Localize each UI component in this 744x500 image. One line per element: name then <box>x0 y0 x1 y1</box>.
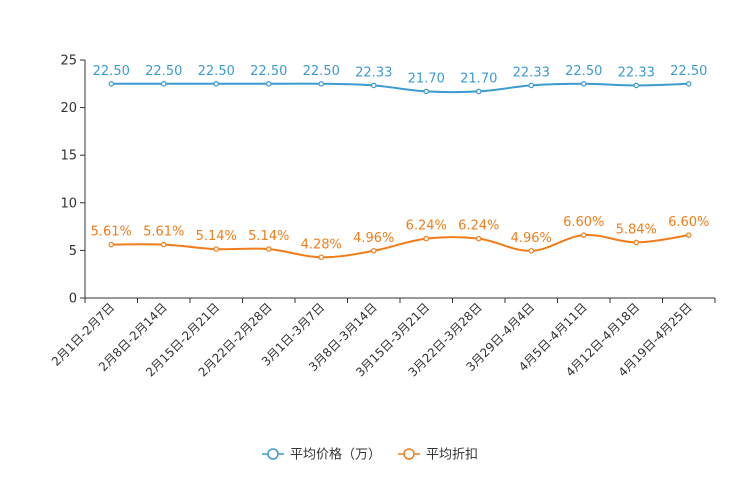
data-point <box>685 81 692 87</box>
data-label: 6.24% <box>406 219 447 234</box>
data-label: 4.96% <box>511 231 552 246</box>
data-point <box>265 81 272 87</box>
data-label: 21.70 <box>408 71 445 86</box>
legend-item-2[interactable]: 平均折扣 <box>398 448 478 463</box>
data-label: 22.50 <box>93 64 130 79</box>
data-label: 5.61% <box>91 225 132 240</box>
data-point <box>528 82 535 89</box>
data-label: 22.33 <box>618 65 655 80</box>
data-point <box>213 81 220 87</box>
data-label: 6.24% <box>458 219 499 234</box>
y-tick-label: 25 <box>60 54 77 69</box>
data-point <box>423 88 430 95</box>
data-label: 5.61% <box>143 225 184 240</box>
y-tick-label: 5 <box>69 244 77 259</box>
legend-marker-icon <box>267 448 279 460</box>
data-point <box>475 235 482 242</box>
data-label: 6.60% <box>668 215 709 230</box>
data-labels: 22.50 22.50 22.50 22.50 22.50 22.33 21.70 21.70… <box>91 64 710 252</box>
legend[interactable]: 平均价格（万） 平均折扣 <box>262 447 478 463</box>
data-label: 22.50 <box>250 64 287 79</box>
data-point <box>685 232 692 238</box>
data-label: 5.14% <box>196 229 237 244</box>
data-label: 22.50 <box>565 64 602 79</box>
data-point <box>160 81 167 87</box>
data-label: 4.96% <box>353 231 394 246</box>
legend-label: 平均价格（万） <box>290 447 381 463</box>
series-points <box>108 81 692 261</box>
data-point <box>370 82 377 89</box>
data-point <box>633 239 640 246</box>
data-point <box>423 235 430 242</box>
data-point <box>580 232 587 238</box>
legend-marker-icon <box>403 448 415 460</box>
data-label: 22.33 <box>513 65 550 80</box>
data-label: 21.70 <box>460 71 497 86</box>
y-tick-label: 15 <box>60 149 77 164</box>
y-tick-label: 0 <box>69 292 77 307</box>
data-point <box>160 241 167 248</box>
data-label: 6.60% <box>563 215 604 230</box>
data-point <box>580 81 587 87</box>
data-point <box>108 81 115 87</box>
data-point <box>370 247 377 254</box>
data-label: 22.50 <box>198 64 235 79</box>
data-label: 22.50 <box>303 64 340 79</box>
axes: 05101520252月1日-2月7日2月8日-2月14日2月15日-2月21日… <box>49 54 716 380</box>
legend-label: 平均折扣 <box>426 448 478 463</box>
y-tick-label: 20 <box>60 101 77 116</box>
data-label: 22.50 <box>670 64 707 79</box>
series-line-1 <box>111 82 689 94</box>
data-point <box>475 88 482 95</box>
data-point <box>633 82 640 89</box>
series-line-2 <box>111 234 689 259</box>
data-label: 5.84% <box>616 222 657 237</box>
data-label: 5.14% <box>248 229 289 244</box>
y-tick-label: 10 <box>60 196 77 211</box>
data-point <box>318 81 325 87</box>
series-lines <box>111 82 689 259</box>
data-point <box>213 246 220 252</box>
data-point <box>108 241 115 248</box>
data-point <box>265 246 272 252</box>
data-label: 22.33 <box>355 65 392 80</box>
data-label: 4.28% <box>301 237 342 252</box>
legend-item-1[interactable]: 平均价格（万） <box>262 447 381 463</box>
data-point <box>318 254 325 261</box>
data-point <box>528 247 535 254</box>
data-label: 22.50 <box>145 64 182 79</box>
